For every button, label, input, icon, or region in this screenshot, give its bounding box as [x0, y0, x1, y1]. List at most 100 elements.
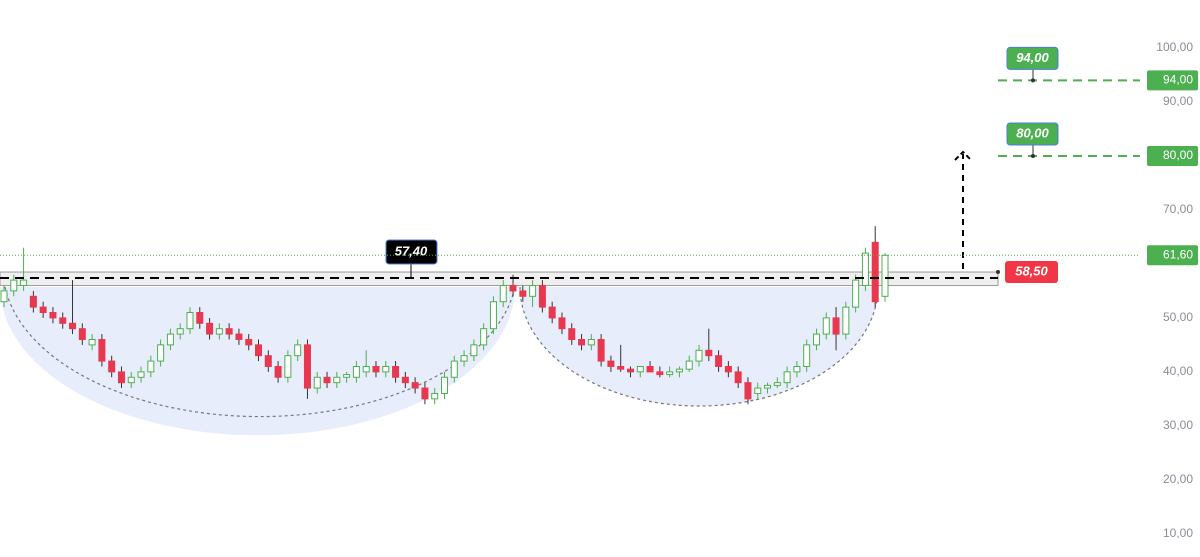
- candle-body: [636, 365, 644, 373]
- candle-body: [108, 360, 116, 373]
- candle-body: [744, 382, 752, 400]
- candle-body: [29, 295, 37, 308]
- candle-body: [0, 290, 8, 303]
- projection-arrowhead: [954, 150, 972, 161]
- candle-body: [421, 387, 429, 400]
- callout-label: 57,40: [395, 243, 428, 258]
- candle-body: [255, 344, 263, 357]
- candle-body: [157, 344, 165, 362]
- callout-box: [385, 239, 438, 265]
- candle-body: [186, 312, 194, 330]
- candle-body: [470, 344, 478, 357]
- target-dot: [1031, 153, 1035, 158]
- candle-body: [754, 387, 762, 394]
- candle-body: [871, 241, 879, 303]
- candle-body: [803, 344, 811, 367]
- candle-body: [861, 252, 869, 287]
- candle-body: [852, 279, 860, 308]
- cup-shading: [0, 287, 515, 436]
- candle-body: [49, 312, 57, 319]
- candle-body: [607, 360, 615, 367]
- y-tick-label: 30,00: [1163, 418, 1193, 432]
- candle-body: [20, 279, 28, 287]
- candle-body: [333, 376, 341, 384]
- candle-body: [832, 317, 840, 335]
- candle-body: [773, 382, 781, 386]
- candle-body: [59, 317, 67, 324]
- y-tick-label: 20,00: [1163, 472, 1193, 486]
- axis-price-box: [1147, 70, 1198, 91]
- candle-body: [284, 355, 292, 378]
- candle-body: [519, 290, 527, 297]
- candle-body: [39, 306, 47, 314]
- axis-price-label: 61,60: [1163, 247, 1193, 261]
- candle-body: [176, 328, 184, 335]
- candle-body: [147, 360, 155, 373]
- candle-body: [166, 333, 174, 346]
- candle-body: [372, 365, 380, 373]
- candle-body: [695, 349, 703, 362]
- candle-body: [431, 392, 439, 400]
- candle-body: [783, 371, 791, 384]
- candle-body: [313, 376, 321, 389]
- candle-body: [538, 285, 546, 308]
- candle-body: [646, 365, 654, 373]
- candle-body: [225, 328, 233, 335]
- candle-body: [206, 322, 214, 335]
- candle-body: [724, 365, 732, 373]
- candle-body: [323, 376, 331, 384]
- candle-body: [499, 285, 507, 303]
- y-tick-label: 40,00: [1163, 364, 1193, 378]
- candle-body: [617, 365, 625, 370]
- candle-body: [362, 365, 370, 373]
- cup-outline: [519, 286, 879, 407]
- y-tick-label: 100,00: [1156, 40, 1193, 54]
- candle-body: [441, 376, 448, 394]
- candle-body: [548, 306, 556, 319]
- candle-body: [382, 365, 390, 373]
- tag-dot: [996, 270, 1000, 275]
- candle-body: [235, 333, 243, 340]
- candle-body: [343, 374, 351, 378]
- candle-body: [401, 376, 409, 384]
- target-label: 94,00: [1016, 50, 1049, 65]
- target-dot: [1031, 78, 1035, 83]
- axis-price-box: [1147, 245, 1198, 266]
- candle-body: [568, 328, 576, 340]
- candle-body: [489, 301, 497, 330]
- candle-body: [274, 365, 282, 378]
- candle-body: [734, 371, 742, 384]
- candle-body: [352, 365, 360, 378]
- candle-body: [215, 328, 223, 335]
- candle-body: [69, 322, 77, 330]
- candle-body: [78, 328, 86, 340]
- candle-body: [764, 384, 772, 389]
- candle-body: [626, 368, 634, 373]
- candle-body: [411, 382, 419, 389]
- candle-body: [822, 317, 830, 335]
- axis-price-label: 80,00: [1163, 148, 1193, 162]
- candle-body: [294, 344, 302, 357]
- candle-body: [509, 285, 517, 292]
- candle-body: [587, 338, 595, 346]
- candle-body: [196, 312, 204, 324]
- candle-body: [529, 285, 537, 297]
- candle-body: [460, 355, 468, 362]
- candle-body: [666, 371, 674, 376]
- candle-body: [578, 338, 586, 346]
- candle-body: [715, 355, 723, 367]
- axis-price-box: [1147, 145, 1198, 166]
- axis-price-label: 94,00: [1163, 73, 1193, 87]
- candle-body: [793, 365, 801, 373]
- candle-body: [480, 328, 488, 346]
- tag-box: [1005, 261, 1058, 284]
- target-box: [1006, 46, 1059, 70]
- target-label: 80,00: [1016, 125, 1049, 140]
- candle-body: [127, 376, 135, 384]
- candle-body: [450, 360, 458, 378]
- candle-body: [675, 368, 683, 373]
- candle-body: [88, 338, 96, 346]
- candle-body: [812, 333, 820, 346]
- candle-body: [842, 306, 850, 335]
